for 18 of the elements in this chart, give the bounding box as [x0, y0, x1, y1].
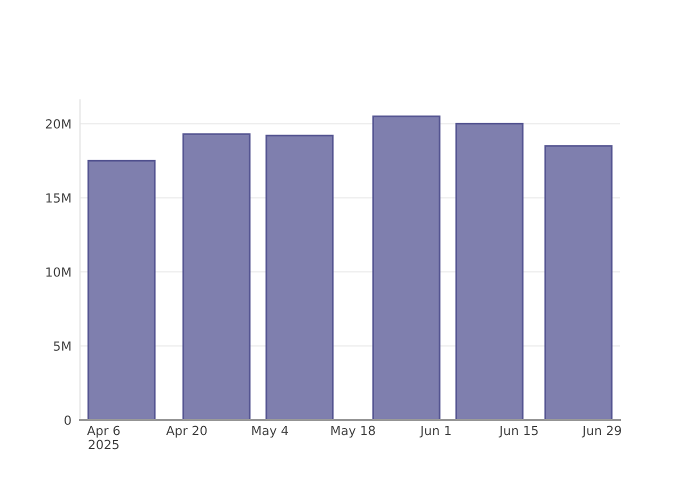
x-tick-label: May 18 — [331, 426, 375, 438]
bar — [265, 134, 334, 420]
bar — [544, 145, 613, 420]
y-tick-label: 20M — [46, 119, 70, 129]
y-tick-label: 5M — [54, 342, 70, 351]
bar — [182, 133, 251, 420]
y-tick-label: 10M — [46, 267, 70, 277]
y-tick-label: 0 — [64, 415, 71, 425]
bar — [87, 160, 156, 420]
bar — [372, 115, 440, 420]
x-tick-label: Jun 29 — [582, 426, 622, 438]
bar — [455, 122, 524, 420]
x-tick-label: May 4 — [252, 426, 288, 438]
x-tick-label: Jun 15 — [498, 426, 538, 438]
y-tick-label: 15M — [46, 193, 70, 203]
x-tick-label: Apr 6 2025 — [87, 426, 120, 450]
x-tick-label: Apr 20 — [166, 426, 207, 438]
x-tick-label: Jun 1 — [420, 426, 451, 438]
